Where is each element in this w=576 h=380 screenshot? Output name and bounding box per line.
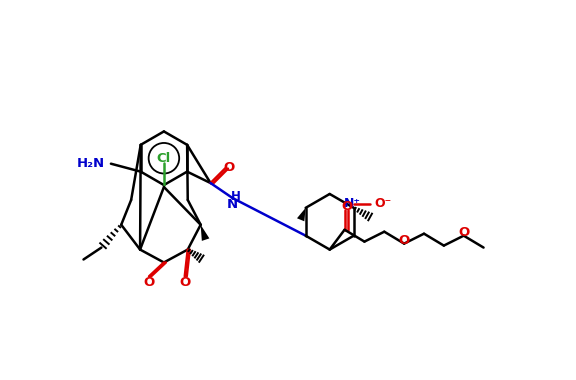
Text: O: O	[458, 226, 469, 239]
Text: H: H	[230, 190, 240, 203]
Polygon shape	[297, 208, 306, 221]
Text: O⁻: O⁻	[374, 197, 392, 211]
Text: N⁺: N⁺	[344, 197, 361, 211]
Text: O: O	[224, 161, 235, 174]
Text: O: O	[143, 276, 154, 289]
Text: Cl: Cl	[157, 152, 171, 165]
Text: O: O	[399, 234, 410, 247]
Polygon shape	[200, 225, 209, 241]
Text: O: O	[179, 276, 191, 289]
Text: H₂N: H₂N	[77, 157, 105, 170]
Text: N: N	[227, 198, 238, 211]
Text: O: O	[341, 200, 352, 214]
